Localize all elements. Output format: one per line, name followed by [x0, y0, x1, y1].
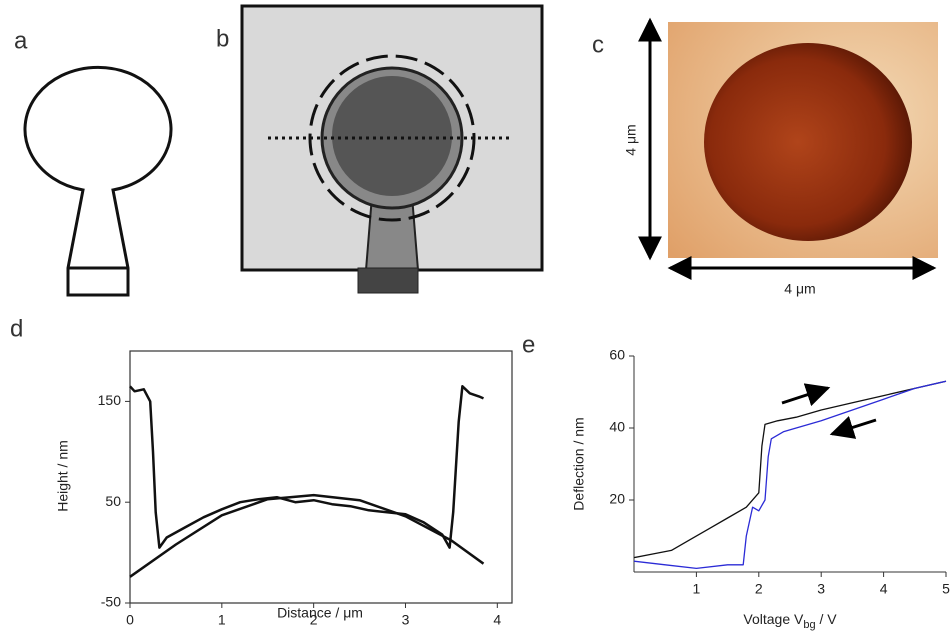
x-tick-label: 2	[755, 581, 763, 597]
y-axis-label: Deflection / nm	[571, 417, 587, 510]
sweep-arrows	[781, 383, 877, 439]
line-series	[129, 385, 484, 549]
keyhole-outline	[23, 65, 173, 297]
x-tick-label: 1	[693, 581, 701, 597]
x-axis-label: Distance / μm	[277, 605, 363, 621]
x-axis-label-part: Voltage V	[743, 611, 804, 627]
line-series	[633, 380, 947, 559]
panel-label: d	[10, 315, 23, 342]
panel-label: c	[592, 31, 604, 58]
x-tick-label: 5	[942, 581, 950, 597]
x-tick-label: 4	[493, 612, 501, 628]
x-tick-label: 0	[126, 612, 134, 628]
y-tick-label: 50	[105, 493, 121, 509]
x-tick-label: 3	[402, 612, 410, 628]
y-tick-label: 150	[98, 392, 122, 408]
x-tick-label: 2	[310, 612, 318, 628]
scale-label: 4 μm	[623, 124, 639, 155]
y-tick-label: 40	[609, 419, 625, 435]
x-tick-label: 1	[218, 612, 226, 628]
line-series	[633, 380, 947, 570]
y-axis-label: Height / nm	[55, 440, 71, 512]
scale-label: 4 μm	[784, 281, 815, 297]
panel-label: b	[216, 25, 229, 52]
panel-label: a	[14, 27, 28, 54]
x-tick-label: 3	[817, 581, 825, 597]
device-schematic	[240, 4, 544, 294]
x-axis-label: Voltage Vbg / V	[743, 611, 837, 631]
y-tick-label: 60	[609, 347, 625, 363]
line-series	[129, 493, 485, 578]
panel-label: e	[522, 331, 535, 358]
x-axis-label-sub: bg	[803, 619, 815, 631]
y-tick-label: -50	[101, 594, 121, 610]
x-tick-label: 4	[880, 581, 888, 597]
x-axis-label-part: / V	[816, 611, 838, 627]
afm-image: 4 μm 4 μm	[623, 17, 938, 297]
y-tick-label: 20	[609, 491, 625, 507]
plot-frame	[129, 350, 513, 604]
